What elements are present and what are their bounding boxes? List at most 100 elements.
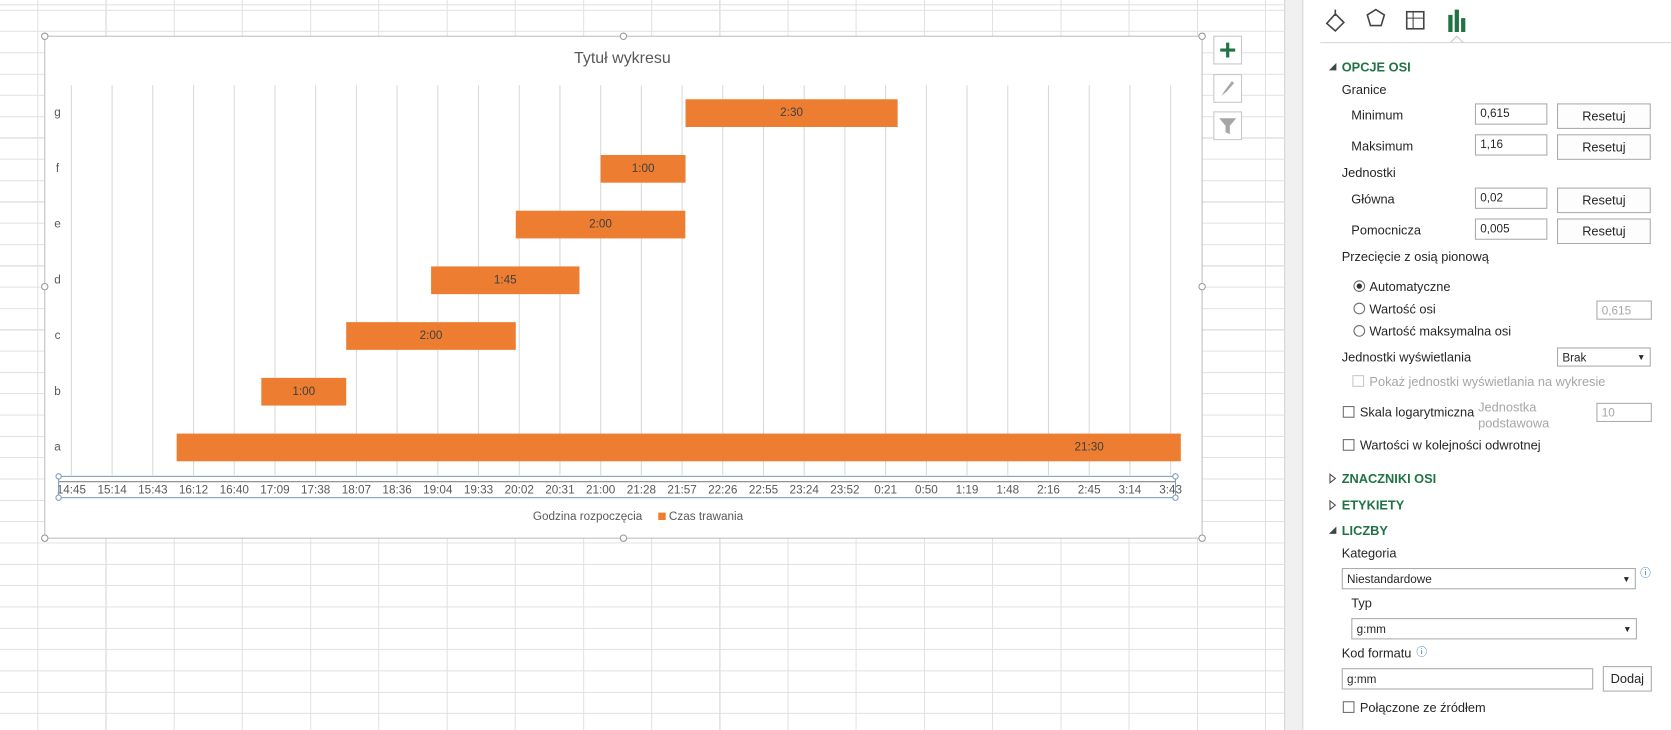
dropdown-value: g:mm	[1356, 623, 1386, 637]
bar-segment	[431, 266, 580, 295]
checkbox-label[interactable]: Skala logarytmiczna	[1359, 404, 1475, 420]
checkbox-label: Pokaż jednostki wyświetlania na wykresie	[1369, 374, 1606, 389]
info-icon[interactable]: ⓘ	[1416, 646, 1427, 659]
x-tick-label: 1:48	[996, 483, 1019, 496]
format-axis-pane: OPCJE OSI Granice Minimum 0,615 Resetuj …	[1302, 0, 1671, 730]
section-heading[interactable]: LICZBY	[1341, 523, 1388, 539]
checkbox[interactable]	[1342, 406, 1355, 418]
data-label: 2:30	[780, 106, 803, 119]
group-label: Jednostki	[1341, 165, 1396, 181]
dropdown[interactable]: Niestandardowe ▼	[1341, 568, 1636, 590]
field-label: Minimum	[1351, 107, 1404, 123]
checkbox	[1352, 375, 1365, 387]
dropdown-value: Niestandardowe	[1347, 573, 1432, 587]
x-tick-label: 16:40	[220, 483, 250, 496]
legend-label: Godzina rozpoczęcia	[533, 510, 643, 523]
text-input[interactable]: 0,02	[1474, 187, 1548, 209]
bar-segment	[600, 154, 686, 183]
bar-segment	[515, 210, 686, 239]
x-tick-label: 21:00	[586, 483, 616, 496]
checkbox-label[interactable]: Wartości w kolejności odwrotnej	[1359, 438, 1541, 453]
y-tick-label: d	[54, 273, 61, 286]
text-input[interactable]: 1,16	[1474, 134, 1548, 156]
axis-selection[interactable]	[58, 475, 1177, 499]
x-tick-label: 22:55	[749, 483, 779, 496]
chart-area[interactable]	[44, 35, 1203, 539]
data-label: 1:45	[494, 273, 517, 286]
section-heading[interactable]: OPCJE OSI	[1341, 59, 1411, 75]
x-tick-label: 19:33	[464, 483, 493, 496]
x-tick-label: 18:07	[342, 483, 371, 496]
radio-label[interactable]: Wartość osi	[1369, 301, 1436, 317]
x-tick-label: 14:45	[57, 483, 87, 496]
field-label: Typ	[1351, 595, 1372, 611]
radio-button[interactable]	[1353, 302, 1366, 315]
info-icon[interactable]: ⓘ	[1640, 568, 1651, 580]
x-tick-label: 2:16	[1037, 483, 1060, 496]
x-tick-label: 15:43	[138, 483, 167, 496]
y-tick-label: a	[54, 441, 61, 454]
x-tick-label: 0:50	[915, 483, 938, 496]
reset-button[interactable]: Resetuj	[1556, 103, 1651, 129]
bar-segment	[176, 433, 1181, 462]
checkbox[interactable]	[1342, 439, 1355, 451]
field-label: Jednostka podstawowa	[1478, 399, 1550, 431]
dropdown[interactable]: g:mm ▼	[1351, 618, 1637, 640]
x-tick-label: 23:52	[830, 483, 859, 496]
dropdown[interactable]: Brak ▼	[1556, 347, 1651, 367]
y-tick-label: e	[54, 218, 61, 231]
field-label: Jednostki wyświetlania	[1341, 349, 1472, 365]
radio-label[interactable]: Automatyczne	[1369, 279, 1451, 295]
group-label: Granice	[1341, 82, 1387, 97]
bar-segment	[346, 322, 516, 350]
bar-segment	[685, 99, 898, 127]
field-label: Kategoria	[1341, 545, 1397, 561]
x-tick-label: 15:14	[97, 483, 127, 496]
x-tick-label: 17:38	[301, 483, 331, 496]
x-tick-label: 16:12	[179, 483, 208, 496]
y-tick-label: g	[54, 106, 61, 119]
y-tick-label: b	[54, 385, 61, 398]
section-heading[interactable]: ZNACZNIKI OSI	[1341, 471, 1437, 486]
x-tick-label: 20:31	[545, 483, 574, 496]
chart-buttons[interactable]	[1213, 35, 1243, 141]
chart-title: Tytuł wykresu	[574, 50, 671, 67]
y-tick-label: c	[55, 329, 61, 342]
reset-button[interactable]: Resetuj	[1556, 218, 1651, 245]
axis-value-input: 0,615	[1596, 300, 1652, 320]
field-label: Maksimum	[1351, 138, 1414, 154]
group-label: Przecięcie z osią pionową	[1341, 249, 1489, 265]
field-label: Pomocnicza	[1351, 222, 1421, 238]
radio-button[interactable]	[1353, 325, 1366, 337]
chart: Tytuł wykresu 14:45 15:14 15:43 16:12 16:40 1…	[41, 32, 1243, 542]
x-tick-label: 2:45	[1078, 483, 1101, 496]
x-tick-label: 21:28	[627, 483, 657, 496]
legend-swatch	[658, 512, 666, 521]
checkbox[interactable]	[1342, 701, 1355, 713]
x-tick-label: 18:36	[382, 483, 411, 496]
text-input[interactable]: g:mm	[1341, 668, 1594, 690]
add-button[interactable]: Dodaj	[1602, 666, 1652, 692]
field-label: Główna	[1351, 191, 1395, 207]
data-label: 1:00	[632, 162, 655, 175]
log-base-input: 10	[1596, 402, 1652, 423]
vertical-scrollbar[interactable]	[1284, 0, 1304, 730]
dropdown-value: Brak	[1562, 351, 1587, 365]
radio-button[interactable]	[1353, 280, 1366, 293]
text-input[interactable]: 0,615	[1474, 103, 1548, 125]
x-tick-label: 17:09	[260, 483, 289, 496]
radio-label[interactable]: Wartość maksymalna osi	[1369, 323, 1512, 339]
y-tick-label: f	[56, 162, 60, 175]
checkbox-label[interactable]: Połączone ze źródłem	[1359, 700, 1486, 716]
x-tick-label: 20:02	[505, 483, 534, 496]
section-heading[interactable]: ETYKIETY	[1341, 497, 1405, 513]
reset-button[interactable]: Resetuj	[1556, 187, 1651, 214]
text-input[interactable]: 0,005	[1474, 218, 1548, 240]
selection-handles	[41, 32, 1206, 542]
data-label: 2:00	[420, 329, 443, 342]
pane-tabs[interactable]	[1303, 0, 1671, 53]
data-label: 1:00	[292, 385, 315, 398]
x-tick-label: 19:04	[423, 483, 453, 496]
reset-button[interactable]: Resetuj	[1556, 134, 1651, 160]
